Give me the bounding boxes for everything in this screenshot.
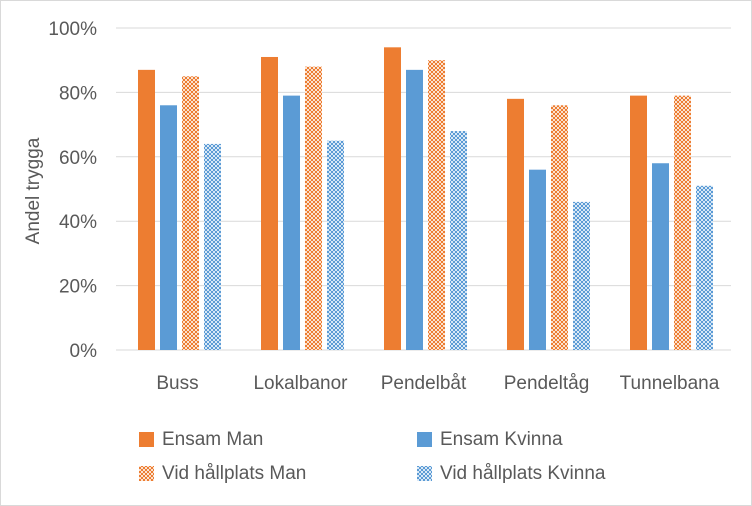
bar	[305, 66, 322, 350]
legend-swatch	[139, 466, 154, 481]
bar	[674, 95, 691, 351]
legend-label: Vid hållplats Kvinna	[440, 463, 606, 484]
y-tick-label: 60%	[59, 148, 97, 169]
y-axis-ticks: 0% 20% 40% 60% 80% 100%	[48, 19, 97, 362]
bar	[406, 69, 423, 351]
bar	[283, 95, 300, 351]
legend-swatch	[417, 466, 432, 481]
y-tick-label: 40%	[59, 212, 97, 233]
legend-swatch	[417, 432, 432, 447]
legend-swatch	[139, 432, 154, 447]
bars	[138, 47, 713, 351]
bar	[652, 163, 669, 350]
legend-label: Vid hållplats Man	[162, 463, 306, 484]
x-category-label: Lokalbanor	[253, 373, 348, 394]
legend-label: Ensam Man	[162, 429, 263, 450]
legend-label: Ensam Kvinna	[440, 429, 563, 450]
y-tick-label: 100%	[48, 19, 97, 40]
y-tick-label: 20%	[59, 277, 97, 298]
x-category-label: Pendelbåt	[381, 373, 467, 394]
x-category-label: Buss	[156, 373, 198, 394]
y-tick-label: 80%	[59, 83, 97, 104]
bar	[261, 56, 278, 350]
legend: Ensam Man Ensam Kvinna Vid hållplats Man Vi…	[139, 429, 606, 484]
bar	[507, 98, 524, 350]
y-axis-label: Andel trygga	[23, 137, 44, 244]
bar	[327, 140, 344, 350]
x-category-label: Tunnelbana	[620, 373, 720, 394]
bar	[160, 105, 177, 350]
bar	[630, 95, 647, 351]
bar	[204, 143, 221, 350]
y-tick-label: 0%	[70, 341, 98, 362]
bar	[428, 60, 445, 350]
bar	[384, 47, 401, 350]
bar	[450, 131, 467, 350]
bar	[138, 69, 155, 351]
bar	[529, 169, 546, 350]
bar	[182, 76, 199, 351]
bar	[573, 201, 590, 350]
x-category-label: Pendeltåg	[504, 373, 590, 394]
bar	[696, 185, 713, 350]
bar	[551, 105, 568, 350]
x-axis-categories: Buss Lokalbanor Pendelbåt Pendeltåg Tunnelba…	[156, 373, 719, 394]
